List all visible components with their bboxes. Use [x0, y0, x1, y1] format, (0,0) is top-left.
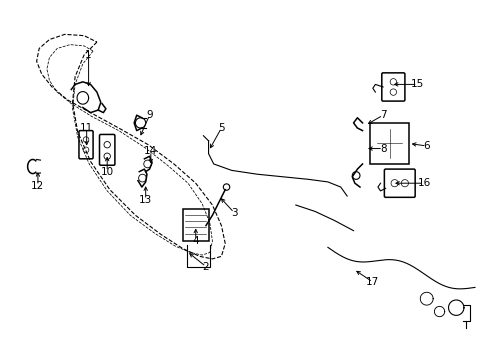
Text: 17: 17: [366, 277, 379, 287]
Bar: [183, 209, 208, 241]
Text: 1: 1: [85, 50, 92, 60]
Text: 2: 2: [203, 262, 209, 271]
Text: 11: 11: [80, 123, 93, 133]
Text: 8: 8: [379, 144, 386, 154]
Text: 6: 6: [423, 141, 429, 151]
Text: 14: 14: [144, 146, 157, 156]
Text: 9: 9: [146, 110, 153, 120]
Text: 10: 10: [101, 167, 114, 177]
Text: 16: 16: [417, 178, 430, 188]
Text: 7: 7: [379, 110, 386, 120]
Text: 13: 13: [139, 195, 152, 205]
Text: 12: 12: [31, 181, 44, 191]
Text: 15: 15: [410, 80, 424, 89]
Text: 3: 3: [230, 208, 237, 218]
Text: 4: 4: [192, 236, 199, 246]
Bar: [369, 123, 408, 164]
Text: 5: 5: [218, 123, 224, 133]
